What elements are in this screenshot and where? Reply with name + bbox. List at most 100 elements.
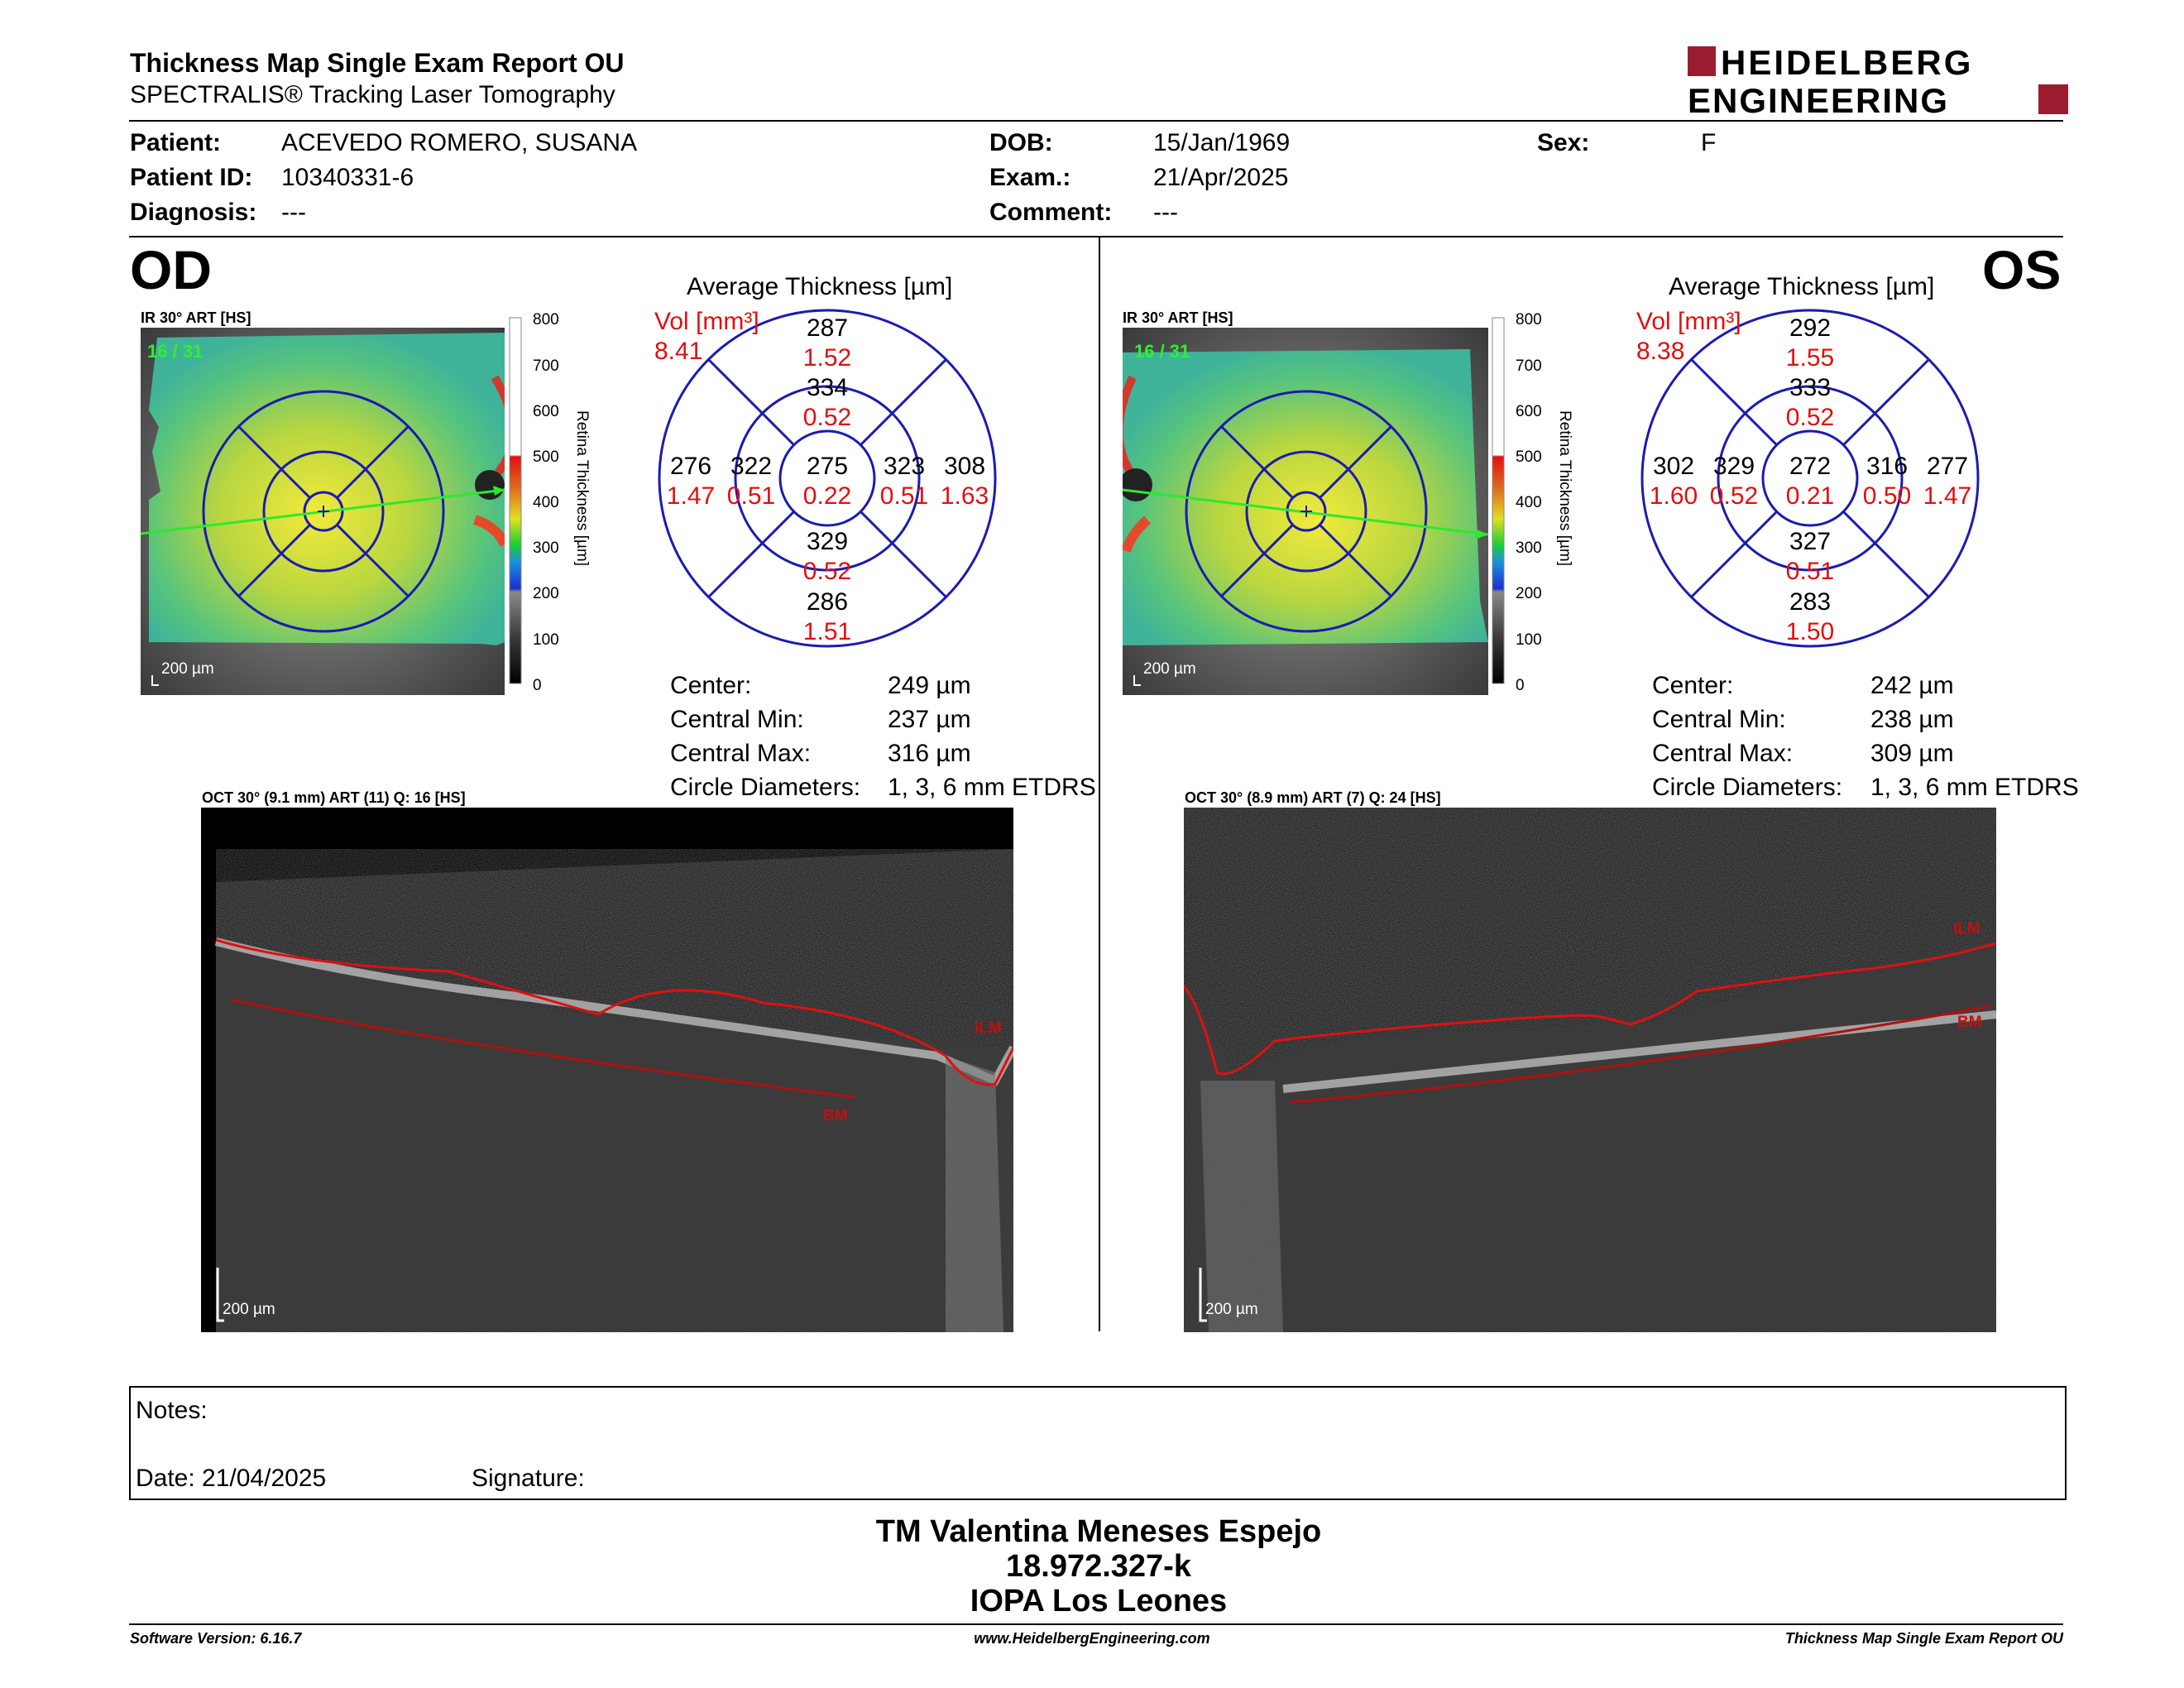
os-diam-label: Circle Diameters:	[1652, 774, 1843, 801]
patient-label: Patient:	[130, 129, 222, 156]
od-right-out-thickness: 308	[944, 453, 985, 480]
cbar-label: Retina Thickness [µm]	[1556, 410, 1573, 566]
cbar-tick: 0	[1516, 677, 1525, 694]
od-ir-label: IR 30° ART [HS]	[141, 309, 251, 326]
os-inf-out-volume: 1.50	[1786, 618, 1834, 645]
od-bm-label: BM	[823, 1107, 848, 1125]
os-oct-scan: ILM BM 200 µm	[1184, 808, 1996, 1332]
os-left-in-thickness: 329	[1713, 453, 1755, 480]
footer-name: TM Valentina Meneses Espejo	[875, 1514, 1322, 1549]
od-min-label: Central Min:	[670, 706, 804, 733]
os-etdrs-grid: 292 1.55 333 0.52 272 0.21 327 0.51 283 …	[1640, 309, 1980, 648]
od-right-in-volume: 0.51	[880, 482, 928, 510]
od-ilm-label: ILM	[975, 1019, 1002, 1037]
cbar-tick: 400	[533, 494, 559, 511]
os-inf-in-thickness: 327	[1789, 528, 1831, 555]
od-inf-out-volume: 1.51	[803, 618, 851, 645]
sex-label: Sex:	[1537, 129, 1590, 156]
od-center-label: Center:	[670, 672, 752, 699]
cbar-tick: 200	[1516, 585, 1542, 602]
logo-line2: ENGINEERING	[1688, 81, 1949, 117]
od-min-value: 237 µm	[888, 706, 971, 733]
os-right-out-thickness: 277	[1927, 453, 1968, 480]
cbar-tick: 400	[1516, 494, 1542, 511]
cbar-tick: 300	[1516, 539, 1542, 557]
diagnosis-label: Diagnosis:	[130, 199, 257, 226]
os-center-label: Center:	[1652, 672, 1734, 699]
os-thickness-map: 16 / 31 200 µm	[1123, 328, 1488, 695]
footer-url[interactable]: www.HeidelbergEngineering.com	[974, 1630, 1210, 1647]
od-sup-out-volume: 1.52	[803, 344, 851, 372]
os-max-value: 309 µm	[1870, 740, 1954, 767]
os-eye-label: OS	[1982, 239, 2062, 300]
cbar-tick: 0	[533, 677, 542, 694]
cbar-tick: 300	[533, 539, 559, 557]
os-ilm-label: ILM	[1953, 920, 1980, 938]
os-sup-in-volume: 0.52	[1786, 404, 1834, 431]
cbar-tick: 500	[533, 448, 559, 466]
report-title: Thickness Map Single Exam Report OU	[130, 48, 625, 78]
os-frame-count: 16 / 31	[1134, 341, 1190, 362]
od-frame-count: 16 / 31	[147, 341, 203, 362]
diagnosis-value: ---	[281, 199, 306, 226]
od-grid-title: Average Thickness [µm]	[687, 273, 953, 300]
sex-value: F	[1701, 129, 1717, 156]
patient-name: ACEVEDO ROMERO, SUSANA	[281, 129, 638, 156]
cbar-tick: 700	[1516, 357, 1542, 375]
cbar-tick: 500	[1516, 448, 1542, 466]
os-sup-out-thickness: 292	[1789, 314, 1831, 342]
os-max-label: Central Max:	[1652, 740, 1794, 767]
os-inf-out-thickness: 283	[1789, 588, 1831, 616]
os-grid-title: Average Thickness [µm]	[1669, 273, 1935, 300]
od-diam-label: Circle Diameters:	[670, 774, 861, 801]
od-center-value: 249 µm	[888, 672, 971, 699]
od-right-out-volume: 1.63	[941, 482, 989, 510]
os-ir-label: IR 30° ART [HS]	[1123, 309, 1233, 326]
cbar-tick: 800	[1516, 311, 1542, 328]
os-min-value: 238 µm	[1870, 706, 1954, 733]
od-sup-in-thickness: 334	[807, 374, 848, 401]
os-sup-out-volume: 1.55	[1786, 344, 1834, 372]
comment-label: Comment:	[989, 199, 1113, 226]
od-vol-label: Vol [mm³]	[654, 308, 759, 335]
od-left-in-thickness: 322	[730, 453, 772, 480]
comment-value: ---	[1153, 199, 1178, 226]
os-min-label: Central Min:	[1652, 706, 1786, 733]
cbar-tick: 600	[1516, 403, 1542, 420]
os-right-in-thickness: 316	[1866, 453, 1908, 480]
od-center-volume: 0.22	[803, 482, 851, 510]
od-right-in-thickness: 323	[884, 453, 925, 480]
os-left-in-volume: 0.52	[1710, 482, 1758, 510]
os-left-out-thickness: 302	[1653, 453, 1694, 480]
cbar-tick: 800	[533, 311, 559, 328]
od-sup-in-volume: 0.52	[803, 404, 851, 431]
patient-id: 10340331-6	[281, 164, 414, 191]
os-vol-total: 8.38	[1636, 338, 1685, 365]
os-right-out-volume: 1.47	[1923, 482, 1971, 510]
od-colorbar: 800 700 600 500 400 300 200 100 0 Retina…	[509, 311, 591, 694]
notes-box[interactable]	[129, 1386, 2067, 1500]
os-sup-in-thickness: 333	[1789, 374, 1831, 401]
patient-id-label: Patient ID:	[130, 164, 253, 191]
os-center-value: 242 µm	[1870, 672, 1954, 699]
dob-value: 15/Jan/1969	[1153, 129, 1291, 156]
os-bm-label: BM	[1957, 1014, 1982, 1031]
od-left-out-thickness: 276	[670, 453, 711, 480]
od-etdrs-grid: 287 1.52 334 0.52 275 0.22 329 0.52 286 …	[658, 309, 997, 648]
cbar-tick: 700	[533, 357, 559, 375]
cbar-tick: 600	[533, 403, 559, 420]
cbar-label: Retina Thickness [µm]	[573, 410, 591, 566]
os-oct-label: OCT 30° (8.9 mm) ART (7) Q: 24 [HS]	[1185, 789, 1441, 806]
cbar-tick: 100	[533, 631, 559, 649]
footer-report: Thickness Map Single Exam Report OU	[1784, 1630, 2063, 1647]
os-center-thickness: 272	[1789, 453, 1831, 480]
od-thickness-map: 16 / 31 200 µm	[141, 328, 505, 695]
footer-software: Software Version: 6.16.7	[130, 1630, 302, 1647]
od-eye-label: OD	[130, 239, 212, 300]
cbar-tick: 200	[533, 585, 559, 602]
od-left-in-volume: 0.51	[727, 482, 775, 510]
heidelberg-logo: HEIDELBERG ENGINEERING	[1688, 43, 2068, 117]
od-diam-value: 1, 3, 6 mm ETDRS	[888, 774, 1096, 801]
od-max-label: Central Max:	[670, 740, 812, 767]
report-subtitle: SPECTRALIS® Tracking Laser Tomography	[130, 81, 615, 108]
